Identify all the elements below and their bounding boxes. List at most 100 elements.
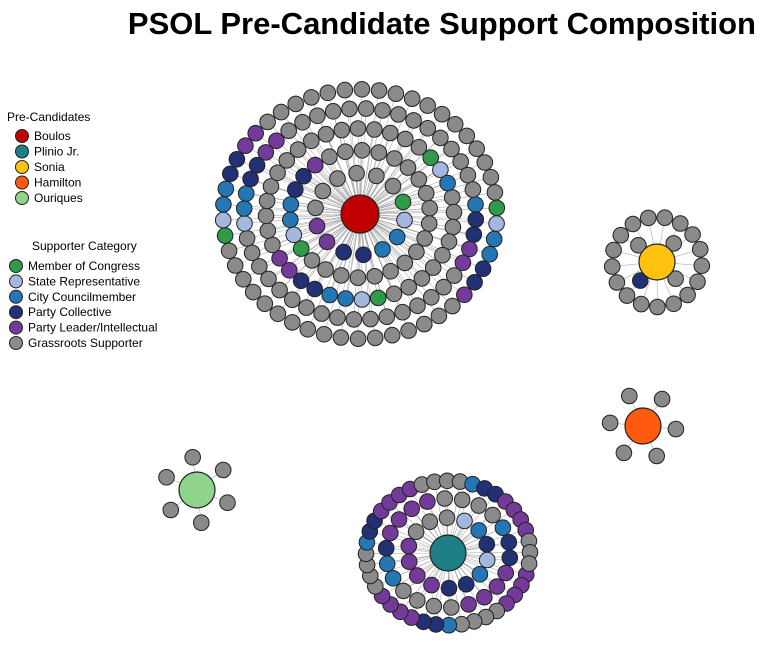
legend-label-ouriques: Ouriques xyxy=(34,191,83,205)
supporter-node-grassroots xyxy=(410,139,428,156)
supporter-node-collective xyxy=(335,243,352,261)
supporter-node-grassroots xyxy=(621,387,638,405)
supporter-node-leader xyxy=(400,553,418,571)
supporter-node-grassroots xyxy=(618,287,636,304)
legend: Pre-Candidates Boulos Plinio Jr.Sonia Hami… xyxy=(7,110,157,350)
supporter-node-grassroots xyxy=(383,326,401,344)
supporter-node-grassroots xyxy=(272,103,290,121)
supporter-node-grassroots xyxy=(226,257,244,274)
supporter-node-leader xyxy=(419,493,436,510)
supporter-node-grassroots xyxy=(464,181,482,198)
supporter-node-grassroots xyxy=(601,414,619,432)
supporter-node-grassroots xyxy=(612,226,630,244)
supporter-node-leader xyxy=(237,137,254,154)
legend-swatch-congress xyxy=(9,259,23,273)
supporter-node-grassroots xyxy=(329,170,346,187)
supporter-node-grassroots xyxy=(444,218,462,236)
supporter-node-collective xyxy=(467,211,485,228)
supporter-node-grassroots xyxy=(423,289,440,306)
supporter-node-grassroots xyxy=(219,494,236,512)
supporter-node-leader xyxy=(488,578,506,595)
supporter-node-collective xyxy=(228,151,246,168)
supporter-node-grassroots xyxy=(409,592,426,609)
supporter-node-grassroots xyxy=(458,127,476,145)
supporter-node-congress xyxy=(394,193,412,211)
candidate-node-hamilton xyxy=(624,407,662,445)
supporter-node-leader xyxy=(456,286,473,304)
legend-swatch-leader xyxy=(9,320,23,335)
supporter-node-leader xyxy=(257,144,275,161)
supporter-node-grassroots xyxy=(382,124,399,142)
supporter-node-leader xyxy=(306,156,324,174)
supporter-node-grassroots xyxy=(410,171,428,188)
supporter-node-grassroots xyxy=(624,215,642,233)
supporter-node-grassroots xyxy=(435,278,452,296)
supporter-node-council xyxy=(467,196,484,213)
supporter-node-grassroots xyxy=(433,105,451,123)
supporter-node-collective xyxy=(440,579,458,597)
supporter-node-council xyxy=(481,245,499,263)
supporter-node-grassroots xyxy=(238,230,256,247)
supporter-node-leader xyxy=(423,576,440,594)
supporter-node-grassroots xyxy=(425,597,443,615)
categories-legend-title: Supporter Category xyxy=(32,239,137,253)
supporter-node-grassroots xyxy=(452,153,470,170)
supporter-node-grassroots xyxy=(434,246,451,264)
supporter-node-congress xyxy=(369,289,387,307)
supporter-node-congress xyxy=(488,199,506,217)
supporter-node-grassroots xyxy=(520,555,538,572)
supporter-node-grassroots xyxy=(416,315,433,333)
supporter-node-council xyxy=(321,286,339,304)
supporter-node-grassroots xyxy=(329,309,346,326)
legend-swatch-council xyxy=(9,289,23,304)
supporter-node-state xyxy=(214,211,232,229)
legend-label-state: State Representative xyxy=(28,274,140,288)
supporter-node-leader xyxy=(268,132,285,150)
supporter-node-collective xyxy=(377,539,395,557)
supporter-node-leader xyxy=(308,217,326,235)
supporter-node-grassroots xyxy=(416,230,434,247)
supporter-node-state xyxy=(285,226,303,244)
supporter-node-grassroots xyxy=(608,274,626,291)
legend-label-grassroots: Grassroots Supporter xyxy=(28,336,143,350)
supporter-node-grassroots xyxy=(362,310,379,328)
supporter-node-grassroots xyxy=(158,469,175,486)
supporter-node-grassroots xyxy=(484,506,501,524)
legend-label-leader: Party Leader/Intellectual xyxy=(28,321,157,335)
supporter-node-state xyxy=(488,215,505,232)
supporter-node-grassroots xyxy=(341,100,358,118)
supporter-node-grassroots xyxy=(307,199,324,217)
supporter-node-grassroots xyxy=(184,449,201,466)
supporter-node-grassroots xyxy=(260,270,277,288)
supporter-node-grassroots xyxy=(264,236,281,254)
supporter-node-state xyxy=(456,512,473,530)
supporter-node-council xyxy=(439,174,456,192)
supporter-node-grassroots xyxy=(289,141,307,158)
supporter-node-grassroots xyxy=(387,85,405,102)
supporter-node-grassroots xyxy=(443,599,460,616)
supporter-node-collective xyxy=(500,534,518,551)
supporter-node-grassroots xyxy=(407,523,425,541)
supporter-node-leader xyxy=(476,588,493,606)
supporter-node-grassroots xyxy=(679,286,696,304)
supporter-node-grassroots xyxy=(630,237,647,254)
supporter-node-grassroots xyxy=(693,257,711,275)
legend-swatch-plinio xyxy=(15,144,29,159)
supporter-node-grassroots xyxy=(640,209,657,227)
supporter-node-grassroots xyxy=(332,329,350,346)
legend-label-collective: Party Collective xyxy=(28,305,112,319)
supporter-node-collective xyxy=(242,170,259,188)
supporter-node-leader xyxy=(497,564,515,582)
supporter-node-grassroots xyxy=(244,283,262,301)
supporter-node-grassroots xyxy=(468,140,486,157)
supporter-node-grassroots xyxy=(405,112,422,129)
supporter-node-leader xyxy=(390,511,408,528)
supporter-node-grassroots xyxy=(665,235,683,252)
supporter-node-collective xyxy=(287,181,304,198)
supporter-node-collective xyxy=(501,549,519,567)
supporter-node-grassroots xyxy=(214,461,232,479)
candidates-legend-title: Pre-Candidates xyxy=(7,110,90,124)
supporter-node-collective xyxy=(306,280,324,298)
supporter-node-grassroots xyxy=(400,278,418,296)
supporter-node-grassroots xyxy=(689,273,706,291)
